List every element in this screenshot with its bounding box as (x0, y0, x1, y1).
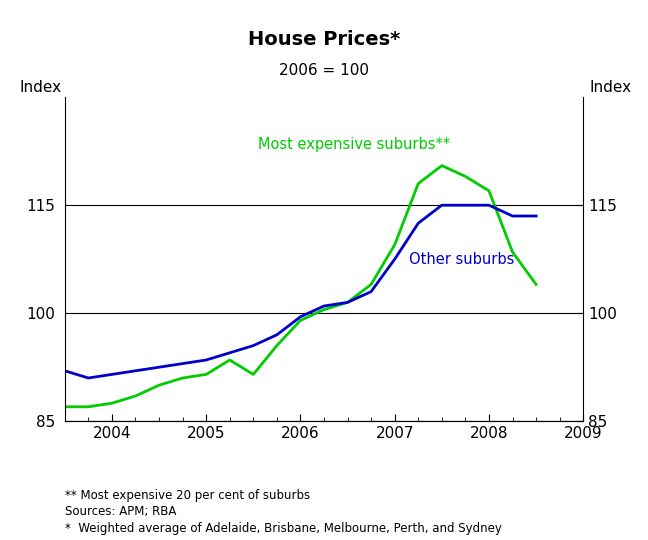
Text: ** Most expensive 20 per cent of suburbs: ** Most expensive 20 per cent of suburbs (65, 489, 310, 502)
Text: Most expensive suburbs**: Most expensive suburbs** (258, 137, 450, 152)
Text: House Prices*: House Prices* (248, 30, 400, 49)
Text: Sources: APM; RBA: Sources: APM; RBA (65, 505, 176, 518)
Text: Other suburbs: Other suburbs (409, 252, 515, 267)
Text: Index: Index (590, 79, 632, 94)
Text: Index: Index (19, 79, 62, 94)
Text: 2006 = 100: 2006 = 100 (279, 63, 369, 78)
Text: *  Weighted average of Adelaide, Brisbane, Melbourne, Perth, and Sydney: * Weighted average of Adelaide, Brisbane… (65, 522, 502, 535)
